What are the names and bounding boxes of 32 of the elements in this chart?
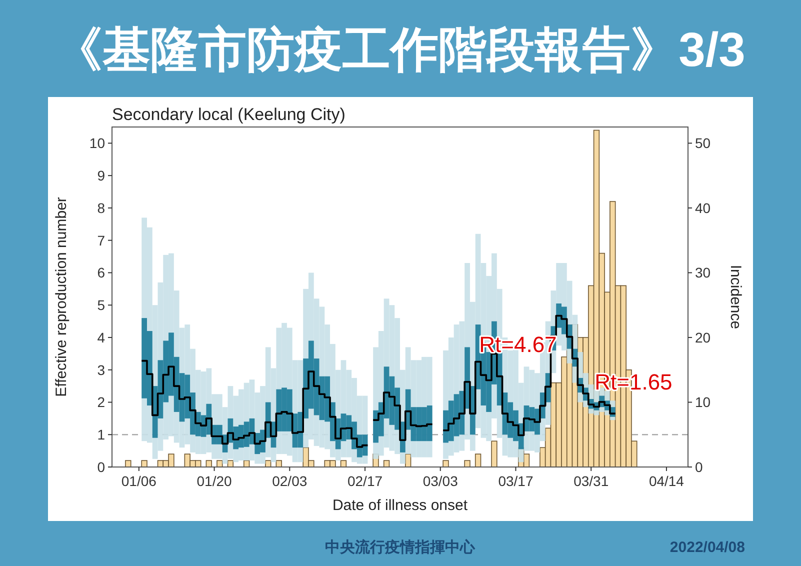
y-tick-label: 1 — [97, 426, 106, 443]
y2-tick-label: 30 — [695, 264, 711, 281]
y-tick-label: 8 — [97, 200, 106, 216]
y-tick-label: 0 — [97, 459, 106, 475]
x-tick-label: 01/06 — [121, 473, 157, 489]
x-tick-label: 02/03 — [272, 473, 308, 489]
y-tick-label: 7 — [97, 232, 106, 248]
y-tick-label: 5 — [97, 297, 106, 314]
y2-tick-label: 0 — [695, 459, 703, 475]
note: 中央流行疫情指揮中心 — [325, 539, 475, 556]
subtitle: Secondary local (Keelung City) — [112, 105, 346, 124]
y-tick-label: 9 — [97, 168, 106, 184]
y2-tick-label: 40 — [695, 200, 711, 216]
y2label: Incidence — [727, 264, 744, 330]
y-tick-label: 2 — [97, 394, 106, 410]
title: 《基隆市防疫工作階段報告》3/3 — [54, 24, 746, 77]
xlabel: Date of illness onset — [332, 497, 468, 514]
x-tick-label: 01/20 — [196, 473, 232, 489]
y2-tick-label: 10 — [695, 394, 711, 410]
x-tick-label: 03/17 — [498, 473, 534, 489]
y-tick-label: 10 — [89, 135, 106, 152]
y-tick-label: 6 — [97, 264, 106, 281]
ylabel: Effective reproduction number — [53, 197, 70, 397]
note: 2022/04/08 — [670, 539, 745, 556]
x-tick-label: 03/31 — [574, 473, 609, 489]
y2-tick-label: 50 — [695, 135, 711, 152]
y-tick-label: 4 — [97, 329, 106, 346]
y-tick-label: 3 — [97, 362, 106, 378]
x-tick-label: 02/17 — [347, 473, 383, 489]
x-tick-label: 04/14 — [648, 473, 684, 489]
x-tick-label: 03/03 — [422, 473, 458, 489]
y2-tick-label: 20 — [695, 329, 711, 346]
